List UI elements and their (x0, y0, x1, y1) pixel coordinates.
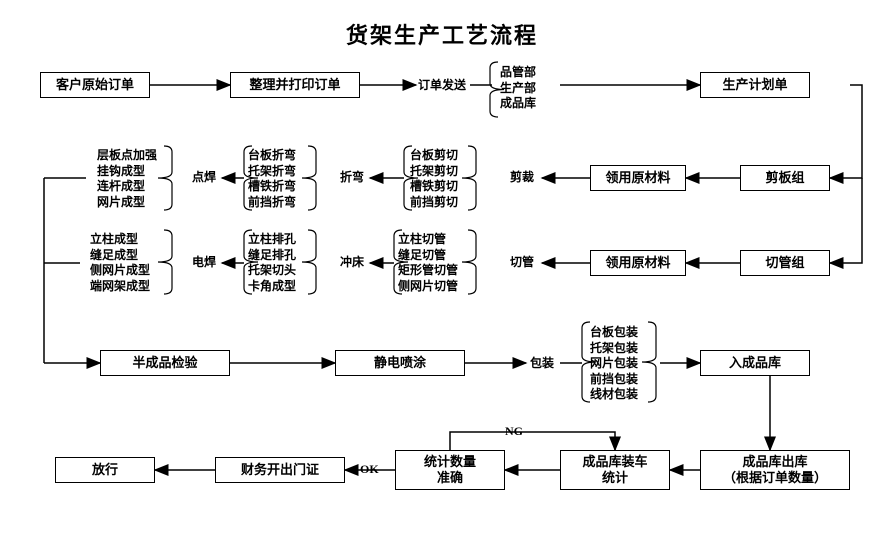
brace-b_punchin_r (302, 230, 316, 294)
label-l_send: 订单发送 (418, 78, 466, 94)
brace-b_weldin_r (158, 230, 172, 294)
node-n_fin: 财务开出门证 (215, 457, 345, 483)
label-l_cut: 剪裁 (510, 170, 534, 186)
brace-b_packin_r (642, 322, 656, 402)
label-l_cutin: 台板剪切 托架剪切 槽铁剪切 前挡剪切 (410, 148, 458, 210)
label-l_ng: NG (505, 424, 523, 440)
node-n_mat1: 领用原材料 (590, 165, 686, 191)
node-n_cutp: 切管组 (740, 250, 830, 276)
brace-b_cutin_r (462, 146, 476, 210)
node-n_count: 统计数量 准确 (395, 450, 505, 490)
node-n_release: 放行 (55, 457, 155, 483)
node-n_out: 成品库出库 （根据订单数量） (700, 450, 850, 490)
label-l_pack: 包装 (530, 356, 554, 372)
node-n_mat2: 领用原材料 (590, 250, 686, 276)
label-l_bend: 折弯 (340, 170, 364, 186)
node-n_semi: 半成品检验 (100, 350, 230, 376)
label-l_ok: OK (360, 462, 379, 478)
label-l_weldin: 立柱成型 缝足成型 侧网片成型 端网架成型 (90, 232, 150, 294)
label-l_spot: 点焊 (192, 170, 216, 186)
label-l_punch: 冲床 (340, 255, 364, 271)
label-l_pipe: 切管 (510, 255, 534, 271)
edge-plan-down (830, 85, 862, 178)
brace-b_bendin_r (302, 146, 316, 210)
node-n_store: 入成品库 (700, 350, 810, 376)
edge-plan-down2 (830, 178, 862, 263)
node-n_spray: 静电喷涂 (335, 350, 465, 376)
label-l_punchin: 立柱排孔 缝足排孔 托架切头 卡角成型 (248, 232, 296, 294)
label-l_spotin: 层板点加强 挂钩成型 连杆成型 网片成型 (97, 148, 157, 210)
node-n_plan: 生产计划单 (700, 72, 810, 98)
node-n_stat: 成品库装车 统计 (560, 450, 670, 490)
label-l_packin: 台板包装 托架包装 网片包装 前挡包装 线材包装 (590, 325, 638, 403)
brace-b_spotin_r (158, 146, 172, 210)
node-n_print: 整理并打印订单 (230, 72, 360, 98)
diagram-title: 货架生产工艺流程 (0, 18, 884, 50)
label-l_dept: 品管部 生产部 成品库 (500, 65, 536, 112)
node-n_order: 客户原始订单 (40, 72, 150, 98)
label-l_weld: 电焊 (192, 255, 216, 271)
node-n_cutb: 剪板组 (740, 165, 830, 191)
brace-b_pipein_r (462, 230, 476, 294)
label-l_bendin: 台板折弯 托架折弯 槽铁折弯 前挡折弯 (248, 148, 296, 210)
edge-ng-back (450, 432, 615, 450)
label-l_pipein: 立柱切管 缝足切管 矩形管切管 侧网片切管 (398, 232, 458, 294)
